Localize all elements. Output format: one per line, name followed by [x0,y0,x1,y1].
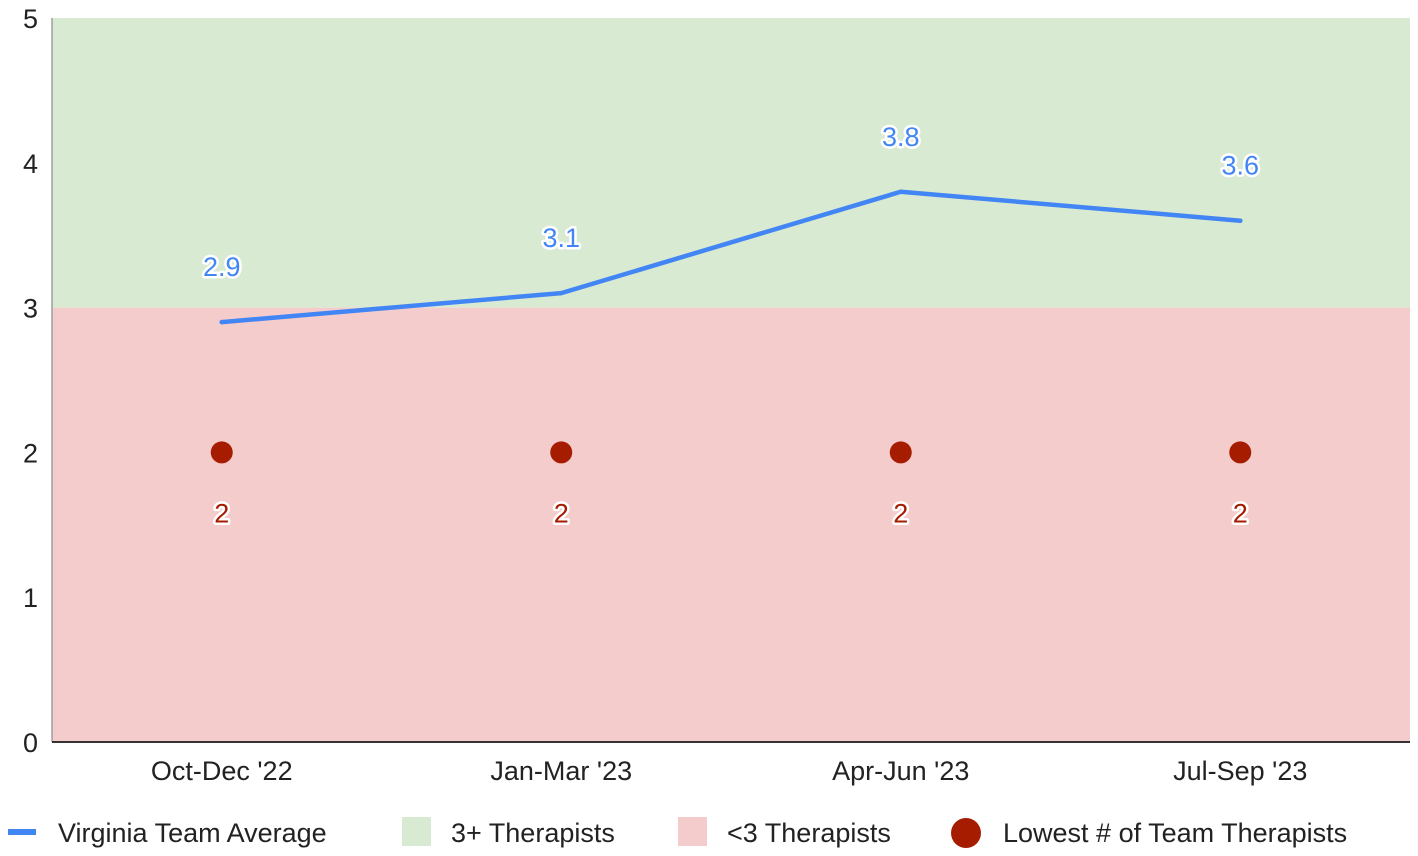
line-point [1238,218,1243,223]
legend-label: <3 Therapists [727,818,891,848]
legend-dot-swatch [951,818,981,848]
line-point [219,319,224,325]
legend-item-2: <3 Therapists [678,817,891,848]
legend-label: 3+ Therapists [451,818,615,848]
scatter-point [1229,441,1252,464]
y-axis: 0 1 2 3 4 5 [23,4,53,758]
threshold-bands [52,18,1410,742]
x-axis: Oct-Dec '22 Jan-Mar '23 Apr-Jun '23 Jul-Sep… [52,741,1410,786]
scatter-data-label: 2 [1233,498,1248,528]
y-tick-label: 4 [23,149,38,179]
line-data-label: 3.6 [1221,151,1259,181]
legend-line-swatch [8,829,36,835]
series-layer [210,189,1252,464]
scatter-point [550,441,573,464]
y-tick-label: 3 [23,294,38,324]
legend-label: Virginia Team Average [58,818,327,848]
scatter-data-label: 2 [214,498,229,528]
scatter-point [210,441,233,464]
y-tick-label: 0 [23,728,38,758]
band-0 [52,18,1410,308]
legend-box-swatch [678,817,707,846]
legend-item-0: Virginia Team Average [8,818,327,848]
scatter-data-label: 2 [554,498,569,528]
scatter-point [889,441,912,464]
x-tick-label: Oct-Dec '22 [151,756,293,786]
x-tick-label: Jan-Mar '23 [490,756,632,786]
band-1 [52,307,1410,742]
line-data-label: 3.1 [542,223,580,253]
line-point [898,189,903,194]
line-point [559,290,564,296]
scatter-data-label: 2 [893,498,908,528]
line-data-label: 2.9 [203,252,241,282]
legend-item-1: 3+ Therapists [402,817,615,848]
y-tick-label: 1 [23,583,38,613]
legend-box-swatch [402,817,431,846]
legend: Virginia Team Average 3+ Therapists <3 The… [8,817,1347,848]
y-tick-label: 2 [23,438,38,468]
y-tick-label: 5 [23,4,38,34]
legend-item-3: Lowest # of Team Therapists [951,818,1347,848]
x-tick-label: Jul-Sep '23 [1173,756,1307,786]
data-labels: 2.9 3.1 3.8 3.6 2 2 2 2 [200,119,1261,531]
line-data-label: 3.8 [882,122,920,152]
x-tick-label: Apr-Jun '23 [832,756,969,786]
legend-label: Lowest # of Team Therapists [1003,818,1347,848]
series-line-0 [219,189,1243,325]
